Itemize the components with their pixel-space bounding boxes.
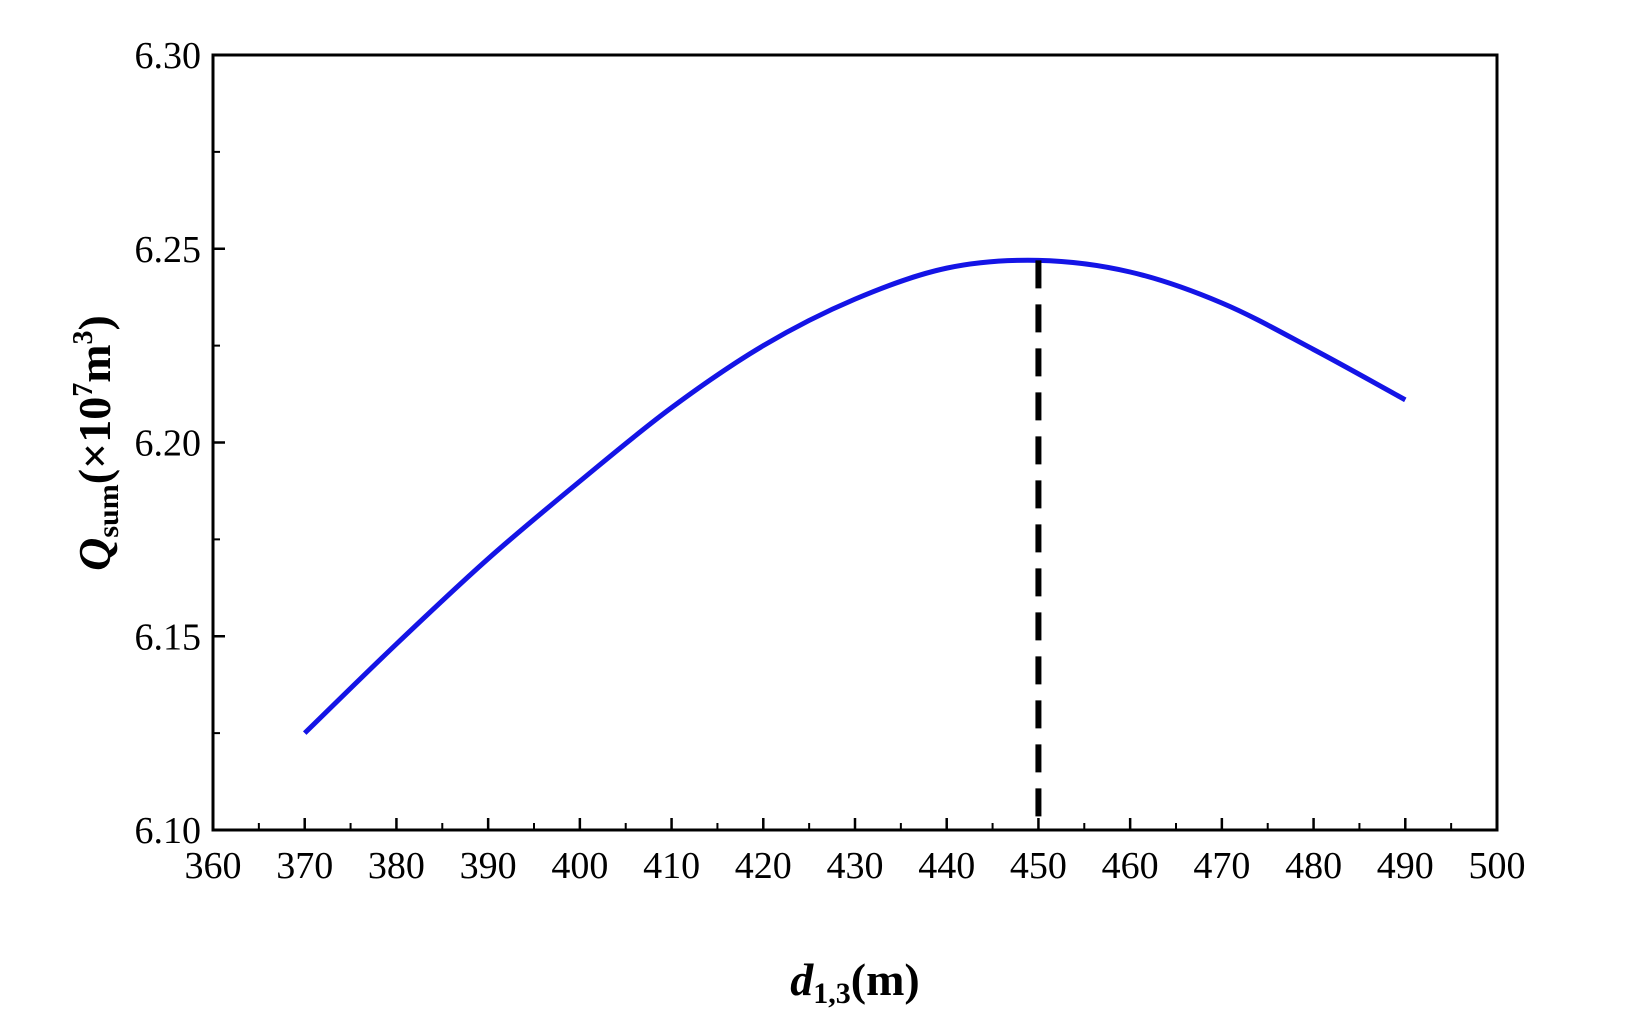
x-tick-label: 490 [1377, 845, 1434, 887]
x-tick-label: 410 [643, 845, 700, 887]
series-line [302, 257, 1407, 735]
x-tick-label: 480 [1285, 845, 1342, 887]
y-axis-title: Qsum(×107m3) [68, 315, 125, 571]
x-tick-label: 370 [276, 845, 333, 887]
x-tick-label: 390 [460, 845, 517, 887]
y-tick-label: 6.20 [135, 423, 202, 465]
y-tick-label: 6.25 [135, 229, 202, 271]
plot-area [302, 257, 1407, 830]
y-tick-label: 6.30 [135, 35, 202, 77]
x-tick-label: 500 [1469, 845, 1526, 887]
plot-frame [211, 53, 1499, 832]
axes [211, 53, 1499, 832]
x-axis-title: d1,3(m) [790, 954, 919, 1010]
x-tick-label: 440 [918, 845, 975, 887]
x-tick-label: 360 [185, 845, 242, 887]
x-tick-label: 430 [827, 845, 884, 887]
x-tick-label: 420 [735, 845, 792, 887]
x-tick-label: 460 [1102, 845, 1159, 887]
y-tick-label: 6.15 [135, 616, 202, 658]
y-tick-label: 6.10 [135, 810, 202, 852]
x-tick-label: 400 [551, 845, 608, 887]
x-tick-label: 450 [1010, 845, 1067, 887]
x-tick-label: 470 [1193, 845, 1250, 887]
x-tick-label: 380 [368, 845, 425, 887]
tick-labels: 360 370 380 390 400 410 420 430 440 450 460 470 480 4… [135, 35, 1526, 887]
